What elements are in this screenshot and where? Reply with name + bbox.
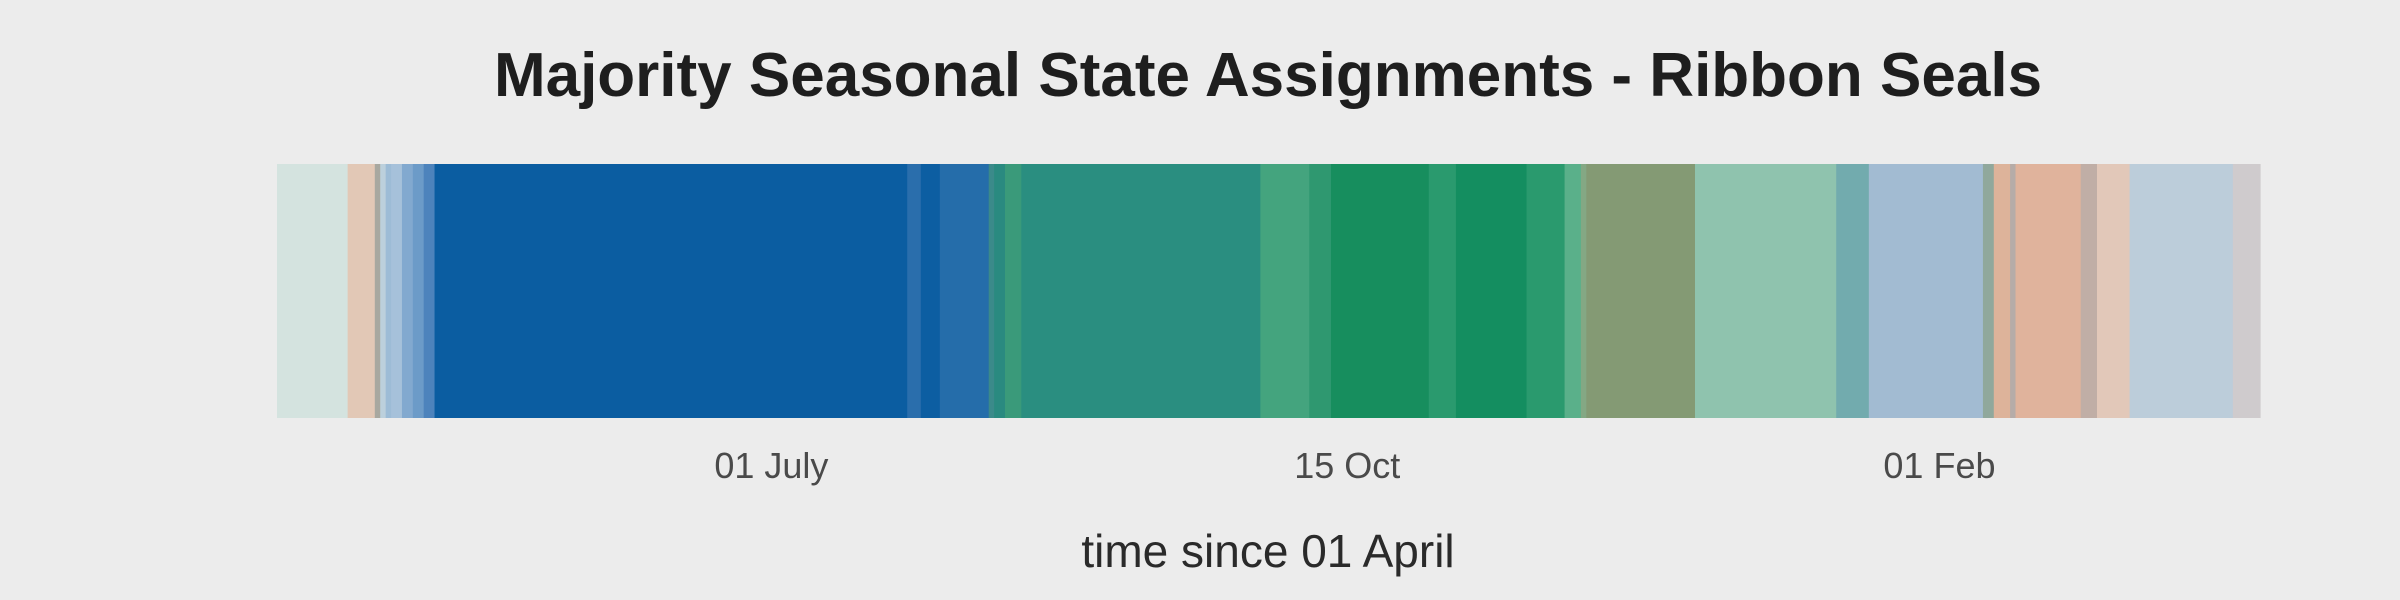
state-segment-31 <box>2010 164 2017 418</box>
state-segment-13 <box>988 164 995 418</box>
state-segment-2 <box>374 164 381 418</box>
state-segment-24 <box>1580 164 1587 418</box>
state-segment-1 <box>347 164 376 418</box>
state-segment-5 <box>391 164 403 418</box>
state-segment-12 <box>939 164 990 418</box>
state-segment-29 <box>1982 164 1995 418</box>
state-segment-19 <box>1330 164 1430 418</box>
state-segment-21 <box>1455 164 1528 418</box>
state-segment-3 <box>380 164 387 418</box>
state-segment-33 <box>2080 164 2098 418</box>
state-segment-14 <box>994 164 1006 418</box>
state-segment-9 <box>434 164 908 418</box>
state-segment-34 <box>2097 164 2131 418</box>
state-segment-8 <box>423 164 436 418</box>
state-segment-11 <box>920 164 941 418</box>
state-segment-32 <box>2015 164 2082 418</box>
state-ribbon <box>277 164 2261 418</box>
state-segment-16 <box>1021 164 1261 418</box>
state-segment-4 <box>385 164 392 418</box>
state-segment-0 <box>277 164 349 418</box>
state-segment-18 <box>1309 164 1332 418</box>
state-segment-27 <box>1836 164 1870 418</box>
state-segment-26 <box>1694 164 1837 418</box>
x-axis-ticks: 01 July 15 Oct 01 Feb <box>714 445 1995 486</box>
state-segment-17 <box>1260 164 1310 418</box>
state-segment-22 <box>1526 164 1566 418</box>
x-tick-label-1: 15 Oct <box>1294 445 1400 486</box>
state-segment-6 <box>401 164 414 418</box>
state-segment-35 <box>2129 164 2234 418</box>
x-axis-label: time since 01 April <box>1081 525 1455 577</box>
x-tick-label-0: 01 July <box>714 445 828 486</box>
chart-title: Majority Seasonal State Assignments - Ri… <box>493 41 2043 110</box>
state-segment-7 <box>412 164 425 418</box>
state-segment-10 <box>907 164 922 418</box>
state-segment-15 <box>1005 164 1022 418</box>
state-segment-25 <box>1586 164 1696 418</box>
state-segment-30 <box>1993 164 2011 418</box>
state-segment-23 <box>1564 164 1582 418</box>
state-segment-36 <box>2232 164 2261 418</box>
state-segment-28 <box>1868 164 1984 418</box>
x-tick-label-2: 01 Feb <box>1883 445 1995 486</box>
state-segment-20 <box>1428 164 1457 418</box>
